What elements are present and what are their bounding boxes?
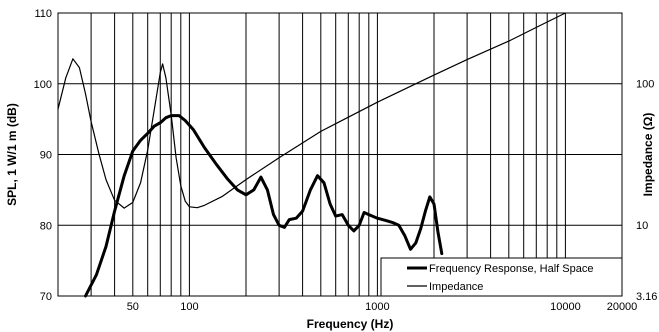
x-axis-title: Frequency (Hz) <box>307 317 394 331</box>
x-tick-label: 100 <box>180 301 198 313</box>
x-tick-label: 10000 <box>550 301 581 313</box>
y-left-tick-label: 100 <box>34 79 52 91</box>
y-axis-left-title: SPL, 1 W/1 m (dB) <box>5 103 19 206</box>
y-right-tick-label: 10 <box>636 220 648 232</box>
y-left-tick-label: 90 <box>40 150 52 162</box>
y-axis-right-title: Impedance (Ω) <box>641 113 655 197</box>
legend-label-frequency-response: Frequency Response, Half Space <box>429 263 593 275</box>
legend-label-impedance: Impedance <box>429 281 483 293</box>
y-right-tick-label: 100 <box>636 79 654 91</box>
plot-frame <box>57 12 623 297</box>
x-tick-label: 50 <box>127 301 139 313</box>
y-left-tick-label: 110 <box>34 8 52 20</box>
frequency-response-line <box>84 114 444 298</box>
y-left-tick-label: 80 <box>40 220 52 232</box>
legend-box <box>380 257 623 297</box>
x-tick-label: 1000 <box>365 301 389 313</box>
y-right-tick-label: 3.16 <box>636 291 657 303</box>
series-layer <box>57 12 566 298</box>
grid <box>58 13 622 296</box>
tick-labels: 50 100 1000 10000 20000 70 80 90 100 110 3.16 10 100 <box>34 8 658 313</box>
x-tick-label: 20000 <box>607 301 638 313</box>
impedance-line <box>57 12 566 209</box>
y-left-tick-label: 70 <box>40 291 52 303</box>
legend: Frequency Response, Half Space Impedance <box>380 257 623 297</box>
